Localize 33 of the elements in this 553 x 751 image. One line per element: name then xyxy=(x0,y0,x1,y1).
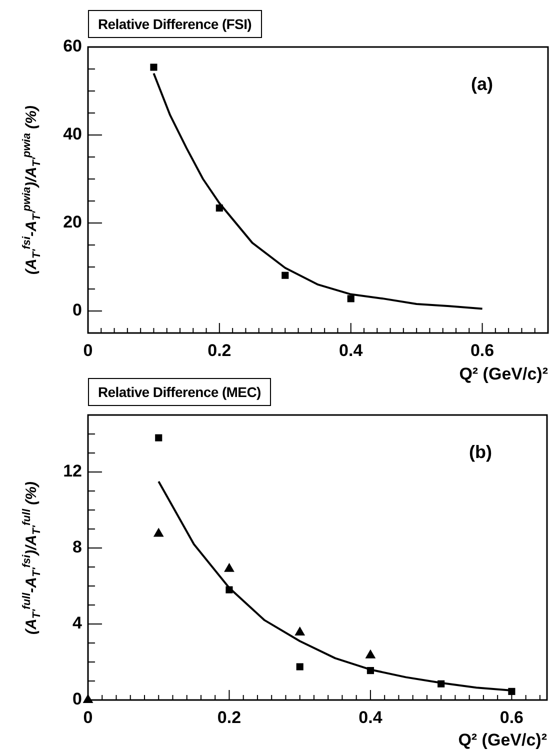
x-tick-label: 0.4 xyxy=(358,708,383,727)
x-tick-label: 0.2 xyxy=(208,340,232,360)
y-tick-label: 20 xyxy=(63,212,82,232)
y-tick-label: 4 xyxy=(72,614,83,633)
point xyxy=(294,626,306,636)
point xyxy=(155,434,162,442)
chart-title: Relative Difference (MEC) xyxy=(88,378,271,406)
x-axis-title: Q² (GeV/c)² xyxy=(458,730,548,750)
point xyxy=(365,649,376,658)
y-tick-label: 0 xyxy=(72,300,82,320)
point xyxy=(226,586,233,594)
point xyxy=(153,528,164,537)
point xyxy=(347,295,354,302)
y-tick-label: 12 xyxy=(63,462,82,481)
point xyxy=(438,680,445,688)
x-tick-label: 0.6 xyxy=(500,708,524,727)
point xyxy=(366,667,374,674)
y-tick-label: 0 xyxy=(72,690,82,709)
point xyxy=(282,272,289,279)
point xyxy=(216,204,223,212)
point xyxy=(150,64,158,71)
y-tick-label: 40 xyxy=(63,124,82,144)
x-tick-label: 0.6 xyxy=(470,340,494,360)
x-tick-label: 0.2 xyxy=(217,708,242,727)
annotation: (b) xyxy=(469,442,492,462)
y-tick-label: 60 xyxy=(63,36,82,56)
y-tick-label: 8 xyxy=(72,538,82,557)
point xyxy=(224,562,234,572)
x-tick-label: 0.4 xyxy=(339,340,364,360)
chart-title: Relative Difference (FSI) xyxy=(88,10,262,38)
point xyxy=(296,663,304,670)
annotation: (a) xyxy=(471,74,494,94)
x-axis-title: Q² (GeV/c)² xyxy=(459,364,548,384)
